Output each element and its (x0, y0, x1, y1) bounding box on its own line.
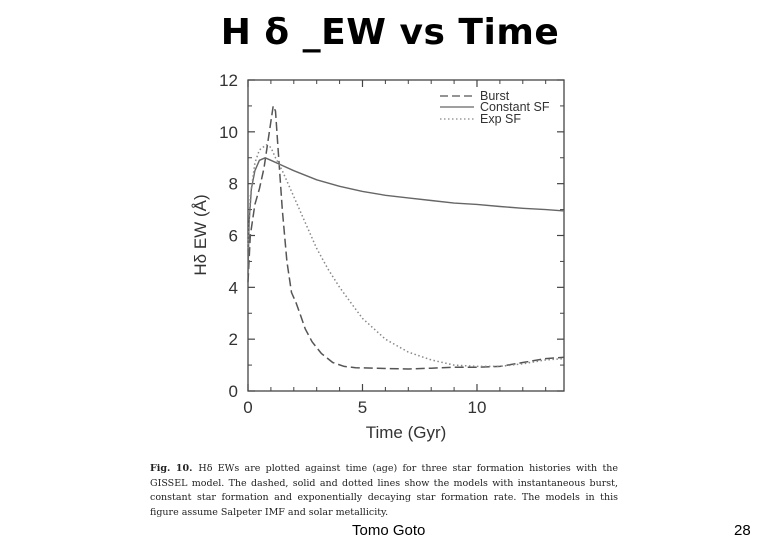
y-tick-label: 4 (229, 278, 238, 297)
x-axis-label: Time (Gyr) (366, 423, 447, 442)
y-tick-label: 0 (229, 382, 238, 401)
legend-label-constant: Constant SF (480, 100, 550, 114)
series-layer (247, 105, 565, 370)
series-line-burst (247, 105, 565, 370)
ticks-layer: 0 2 4 6 8 10 12 0 5 10 (219, 71, 564, 417)
legend-label-exp: Exp SF (480, 112, 521, 126)
x-tick-label: 10 (468, 398, 487, 417)
series-line-constant-sf (247, 157, 565, 275)
figure-caption: Fig. 10. Hδ EWs are plotted against time … (150, 462, 618, 520)
y-tick-label: 2 (229, 330, 238, 349)
figure-label: Fig. 10. (150, 463, 193, 474)
y-tick-label: 12 (219, 71, 238, 90)
y-tick-label: 8 (229, 175, 238, 194)
x-tick-label: 0 (243, 398, 252, 417)
y-axis-label: Hδ EW (Å) (191, 194, 210, 275)
series-line-exp-sf (247, 144, 565, 368)
legend-label-burst: Burst (480, 89, 510, 103)
footer-author: Tomo Goto (352, 522, 426, 539)
slide-title: H δ _EW vs Time (220, 12, 560, 53)
y-tick-label: 10 (219, 123, 238, 142)
plot-frame (247, 79, 565, 392)
x-tick-label: 5 (358, 398, 367, 417)
legend: Burst Constant SF Exp SF (440, 89, 550, 126)
figure-caption-text: Hδ EWs are plotted against time (age) fo… (150, 463, 619, 518)
page-number: 28 (734, 522, 751, 539)
y-tick-label: 6 (229, 227, 238, 246)
